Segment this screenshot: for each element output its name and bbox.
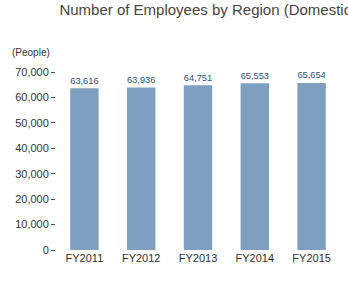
svg-text:40,000: 40,000 — [15, 142, 49, 154]
svg-text:FY2015: FY2015 — [292, 252, 331, 264]
svg-text:FY2013: FY2013 — [179, 252, 218, 264]
svg-text:30,000: 30,000 — [15, 168, 49, 180]
svg-text:(People): (People) — [12, 47, 50, 58]
svg-text:10,000: 10,000 — [15, 218, 49, 230]
svg-text:Number of Employees by Region: Number of Employees by Region (Domestic) — [59, 1, 348, 18]
svg-text:63,616: 63,616 — [70, 76, 98, 86]
svg-text:60,000: 60,000 — [15, 91, 49, 103]
svg-text:50,000: 50,000 — [15, 117, 49, 129]
svg-text:65,654: 65,654 — [297, 70, 325, 80]
svg-text:FY2014: FY2014 — [236, 252, 275, 264]
svg-text:70,000: 70,000 — [15, 66, 49, 78]
svg-text:20,000: 20,000 — [15, 193, 49, 205]
svg-text:0: 0 — [43, 244, 49, 256]
svg-text:FY2011: FY2011 — [66, 252, 104, 264]
svg-text:64,751: 64,751 — [184, 73, 212, 83]
svg-text:63,936: 63,936 — [127, 75, 155, 85]
svg-text:FY2012: FY2012 — [122, 252, 161, 264]
svg-text:65,553: 65,553 — [241, 71, 269, 81]
